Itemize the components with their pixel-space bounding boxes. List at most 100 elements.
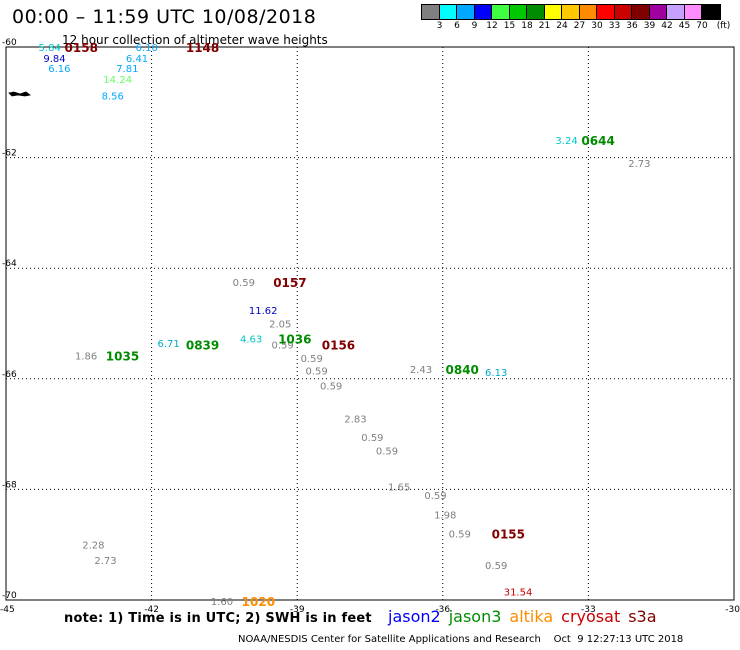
longitude-label: -42 bbox=[144, 605, 159, 615]
wave-height-value: 5.84 bbox=[39, 43, 61, 54]
wave-height-value: 1.60 bbox=[211, 597, 233, 608]
wave-height-value: 6.13 bbox=[485, 368, 507, 379]
legend-label: 24 bbox=[556, 21, 568, 31]
footnote: note: 1) Time is in UTC; 2) SWH is in fe… bbox=[64, 611, 372, 626]
wave-height-value: 7.81 bbox=[116, 64, 138, 75]
wave-height-value: 6.71 bbox=[157, 339, 179, 350]
pass-time-label: 1148 bbox=[186, 41, 219, 55]
wave-height-value: 0.59 bbox=[301, 354, 323, 365]
legend-label: 18 bbox=[521, 21, 533, 31]
pass-time-label: 0839 bbox=[186, 339, 219, 353]
legend-swatch bbox=[683, 4, 703, 20]
pass-time-label: 0644 bbox=[581, 134, 614, 148]
wave-height-value: 8.56 bbox=[102, 92, 124, 103]
wave-height-value: 0.59 bbox=[361, 433, 383, 444]
satellite-name: altika bbox=[509, 607, 554, 626]
wave-height-value: 3.24 bbox=[555, 136, 577, 147]
map-subtitle: 12 hour collection of altimeter wave hei… bbox=[62, 33, 328, 47]
map-title: 00:00 – 11:59 UTC 10/08/2018 bbox=[12, 6, 317, 28]
wave-height-value: 1.65 bbox=[388, 483, 410, 494]
legend-label: 3 bbox=[436, 21, 443, 31]
wave-height-value: 4.63 bbox=[240, 334, 262, 345]
longitude-label: -36 bbox=[435, 605, 450, 615]
wave-height-value: 1.86 bbox=[75, 352, 97, 363]
pass-time-label: 1020 bbox=[242, 595, 275, 609]
legend-swatch bbox=[473, 4, 493, 20]
legend-swatch bbox=[613, 4, 633, 20]
pass-time-label: 0156 bbox=[322, 339, 355, 353]
wave-height-value: 6.16 bbox=[48, 64, 70, 75]
wave-height-value: 1.98 bbox=[434, 510, 456, 521]
legend-swatch bbox=[456, 4, 476, 20]
legend-label: 36 bbox=[626, 21, 638, 31]
legend-label: 15 bbox=[503, 21, 516, 31]
legend-label: 30 bbox=[591, 21, 603, 31]
legend-swatch bbox=[701, 4, 721, 20]
legend-swatch bbox=[666, 4, 686, 20]
credit-line: NOAA/NESDIS Center for Satellite Applica… bbox=[238, 634, 684, 645]
island-coastline bbox=[8, 91, 31, 97]
legend-label: 42 bbox=[661, 21, 673, 31]
wave-height-value: 0.59 bbox=[424, 491, 446, 502]
wave-height-value: 11.62 bbox=[249, 306, 278, 317]
wave-height-value: 0.59 bbox=[305, 367, 327, 378]
legend-label: 21 bbox=[538, 21, 551, 31]
wave-height-value: 9.84 bbox=[43, 54, 65, 65]
legend-label: 70 bbox=[696, 21, 708, 31]
satellite-name: s3a bbox=[628, 607, 657, 626]
wave-height-value: 2.43 bbox=[410, 365, 432, 376]
legend-swatch bbox=[421, 4, 441, 20]
pass-time-label: 0840 bbox=[446, 363, 479, 377]
legend-swatch bbox=[526, 4, 546, 20]
pass-time-label: 0155 bbox=[492, 528, 525, 542]
pass-time-label: 0158 bbox=[65, 41, 98, 55]
legend-swatch bbox=[508, 4, 528, 20]
legend-label: 6 bbox=[454, 21, 460, 31]
wave-height-value: 2.28 bbox=[82, 541, 104, 552]
wave-height-value: 2.73 bbox=[628, 159, 650, 170]
legend-unit: (ft) bbox=[716, 21, 731, 31]
longitude-label: -30 bbox=[725, 605, 740, 615]
legend-swatch bbox=[578, 4, 598, 20]
satellite-name: jason2 bbox=[388, 607, 441, 626]
legend-label: 39 bbox=[643, 21, 656, 31]
legend-swatch bbox=[648, 4, 668, 20]
wave-height-value: 2.83 bbox=[344, 415, 366, 426]
latitude-label: -60 bbox=[2, 38, 17, 48]
longitude-label: -45 bbox=[0, 605, 15, 615]
legend-swatch bbox=[438, 4, 458, 20]
latitude-label: -66 bbox=[2, 370, 17, 380]
legend-label: 9 bbox=[471, 21, 478, 31]
legend-label: 27 bbox=[573, 21, 586, 31]
legend-label: 45 bbox=[678, 21, 691, 31]
legend-swatch bbox=[491, 4, 511, 20]
wave-height-value: 14.24 bbox=[103, 75, 132, 86]
wave-height-value: 0.59 bbox=[485, 561, 507, 572]
satellite-name: cryosat bbox=[561, 607, 621, 626]
wave-height-value: 0.59 bbox=[449, 530, 471, 541]
pass-time-label: 1036 bbox=[278, 332, 311, 346]
wave-height-value: 0.59 bbox=[272, 341, 294, 352]
legend-label: 12 bbox=[486, 21, 498, 31]
satellite-legend: jason2 jason3 altika cryosat s3a bbox=[388, 607, 665, 626]
legend-swatch bbox=[596, 4, 616, 20]
wave-height-value: 6.41 bbox=[126, 54, 148, 65]
wave-height-value: 6.10 bbox=[136, 43, 158, 54]
wave-height-value: 2.73 bbox=[94, 556, 116, 567]
map-frame bbox=[5, 46, 735, 601]
wave-height-value: 0.59 bbox=[376, 447, 398, 458]
wave-height-value: 0.59 bbox=[233, 278, 255, 289]
legend-label: 33 bbox=[608, 21, 621, 31]
latitude-label: -70 bbox=[2, 591, 17, 601]
longitude-label: -39 bbox=[290, 605, 305, 615]
legend-swatch bbox=[561, 4, 581, 20]
pass-time-label: 1035 bbox=[106, 350, 139, 364]
wave-height-value: 0.59 bbox=[320, 381, 342, 392]
wave-height-value: 2.05 bbox=[269, 320, 291, 331]
latitude-label: -68 bbox=[2, 480, 17, 490]
latitude-label: -64 bbox=[2, 259, 17, 269]
pass-time-label: 0157 bbox=[273, 276, 306, 290]
longitude-label: -33 bbox=[581, 605, 596, 615]
legend-swatch bbox=[543, 4, 563, 20]
